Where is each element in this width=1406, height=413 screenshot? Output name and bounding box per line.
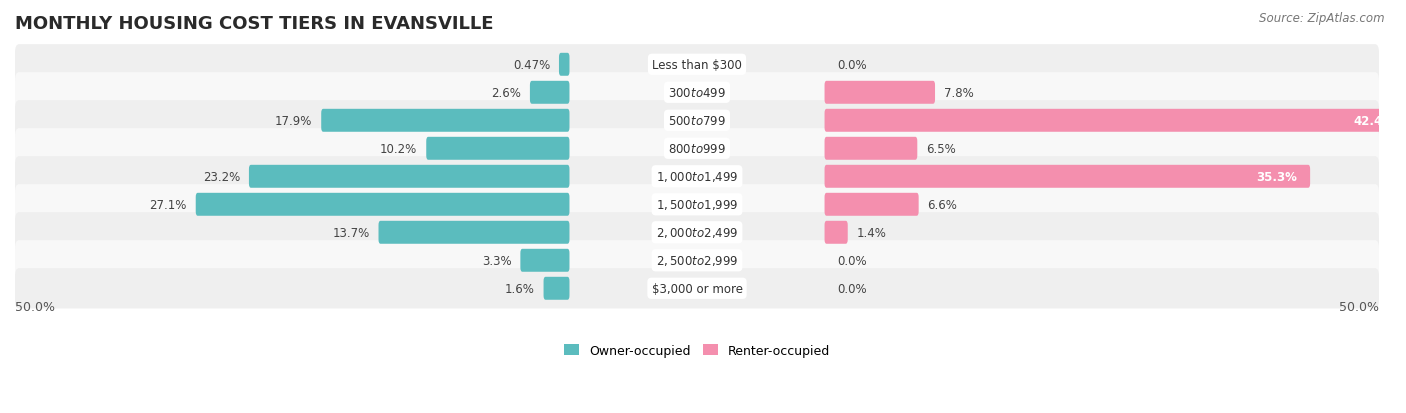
Text: 6.5%: 6.5% xyxy=(927,142,956,155)
FancyBboxPatch shape xyxy=(544,277,569,300)
FancyBboxPatch shape xyxy=(426,138,569,160)
Text: 1.6%: 1.6% xyxy=(505,282,534,295)
Text: 3.3%: 3.3% xyxy=(482,254,512,267)
Text: 50.0%: 50.0% xyxy=(1339,300,1379,313)
Text: MONTHLY HOUSING COST TIERS IN EVANSVILLE: MONTHLY HOUSING COST TIERS IN EVANSVILLE xyxy=(15,15,494,33)
Text: $2,500 to $2,999: $2,500 to $2,999 xyxy=(655,254,738,268)
Text: $800 to $999: $800 to $999 xyxy=(668,142,725,155)
Text: $300 to $499: $300 to $499 xyxy=(668,87,725,100)
Text: 1.4%: 1.4% xyxy=(856,226,886,239)
FancyBboxPatch shape xyxy=(824,221,848,244)
Text: 17.9%: 17.9% xyxy=(276,114,312,128)
Text: $3,000 or more: $3,000 or more xyxy=(651,282,742,295)
FancyBboxPatch shape xyxy=(249,165,569,188)
Text: 0.0%: 0.0% xyxy=(838,59,868,71)
Text: 10.2%: 10.2% xyxy=(380,142,418,155)
Text: 0.47%: 0.47% xyxy=(513,59,550,71)
Text: 2.6%: 2.6% xyxy=(491,87,522,100)
FancyBboxPatch shape xyxy=(15,101,1379,141)
Text: Source: ZipAtlas.com: Source: ZipAtlas.com xyxy=(1260,12,1385,25)
Text: $1,000 to $1,499: $1,000 to $1,499 xyxy=(655,170,738,184)
FancyBboxPatch shape xyxy=(15,268,1379,309)
FancyBboxPatch shape xyxy=(15,157,1379,197)
FancyBboxPatch shape xyxy=(824,138,917,160)
FancyBboxPatch shape xyxy=(560,54,569,76)
FancyBboxPatch shape xyxy=(15,213,1379,253)
FancyBboxPatch shape xyxy=(824,82,935,104)
Text: $2,000 to $2,499: $2,000 to $2,499 xyxy=(655,226,738,240)
FancyBboxPatch shape xyxy=(824,109,1406,133)
Text: $1,500 to $1,999: $1,500 to $1,999 xyxy=(655,198,738,212)
Text: 42.4%: 42.4% xyxy=(1353,114,1393,128)
Text: $500 to $799: $500 to $799 xyxy=(668,114,725,128)
FancyBboxPatch shape xyxy=(15,185,1379,225)
Text: 27.1%: 27.1% xyxy=(149,198,187,211)
FancyBboxPatch shape xyxy=(520,249,569,272)
Text: 7.8%: 7.8% xyxy=(943,87,973,100)
Text: 0.0%: 0.0% xyxy=(838,282,868,295)
FancyBboxPatch shape xyxy=(824,165,1310,188)
FancyBboxPatch shape xyxy=(824,193,918,216)
FancyBboxPatch shape xyxy=(15,240,1379,281)
FancyBboxPatch shape xyxy=(15,129,1379,169)
Text: 13.7%: 13.7% xyxy=(332,226,370,239)
Text: 50.0%: 50.0% xyxy=(15,300,55,313)
Text: 23.2%: 23.2% xyxy=(202,171,240,183)
FancyBboxPatch shape xyxy=(15,45,1379,85)
FancyBboxPatch shape xyxy=(530,82,569,104)
Legend: Owner-occupied, Renter-occupied: Owner-occupied, Renter-occupied xyxy=(558,339,835,362)
Text: 35.3%: 35.3% xyxy=(1257,171,1298,183)
Text: Less than $300: Less than $300 xyxy=(652,59,742,71)
Text: 6.6%: 6.6% xyxy=(928,198,957,211)
Text: 0.0%: 0.0% xyxy=(838,254,868,267)
FancyBboxPatch shape xyxy=(15,73,1379,113)
FancyBboxPatch shape xyxy=(195,193,569,216)
FancyBboxPatch shape xyxy=(321,109,569,133)
FancyBboxPatch shape xyxy=(378,221,569,244)
